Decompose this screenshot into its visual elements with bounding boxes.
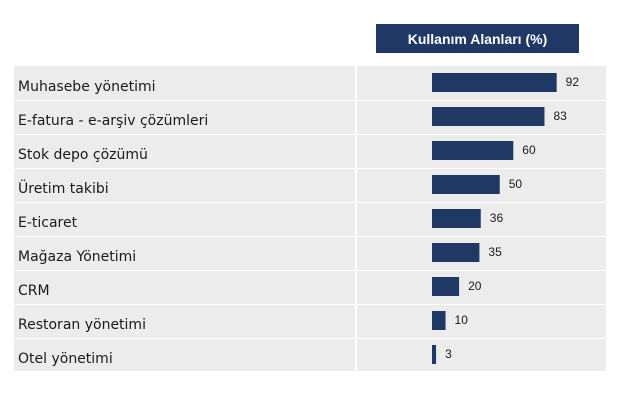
category-label: Restoran yönetimi [18, 317, 146, 333]
bar [432, 107, 545, 126]
row-separator [14, 236, 606, 237]
data-label: 10 [455, 313, 469, 327]
data-label: 50 [509, 177, 523, 191]
data-label: 35 [488, 245, 502, 259]
data-label: 20 [468, 279, 482, 293]
category-label: Üretim takibi [18, 181, 109, 197]
bar [432, 175, 500, 194]
row-separator [14, 100, 606, 101]
category-label: CRM [18, 283, 50, 299]
bar [432, 345, 437, 364]
bar [432, 311, 446, 330]
row-separator [14, 270, 606, 271]
row-separator [14, 134, 606, 135]
chart-title: Kullanım Alanları (%) [407, 30, 548, 47]
category-label: E-ticaret [18, 215, 78, 231]
category-label: Stok depo çözümü [18, 147, 148, 163]
row-separator [14, 168, 606, 169]
data-label: 36 [490, 211, 504, 225]
row-separator [14, 202, 606, 203]
bar [432, 141, 514, 160]
bar [432, 209, 481, 228]
row-separator [14, 304, 606, 305]
bar [432, 73, 557, 92]
data-label: 83 [553, 109, 567, 123]
category-label: Muhasebe yönetimi [18, 79, 156, 95]
column-divider [355, 66, 357, 371]
data-label: 60 [522, 143, 536, 157]
chart-title-header: Kullanım Alanları (%) [376, 24, 579, 53]
data-label: 3 [445, 347, 452, 361]
category-label: Otel yönetimi [18, 351, 113, 367]
category-label: E-fatura - e-arşiv çözümleri [18, 113, 209, 129]
row-separator [14, 338, 606, 339]
category-label: Mağaza Yönetimi [18, 249, 137, 265]
bar [432, 243, 480, 262]
bar [432, 277, 460, 296]
data-label: 92 [566, 75, 580, 89]
